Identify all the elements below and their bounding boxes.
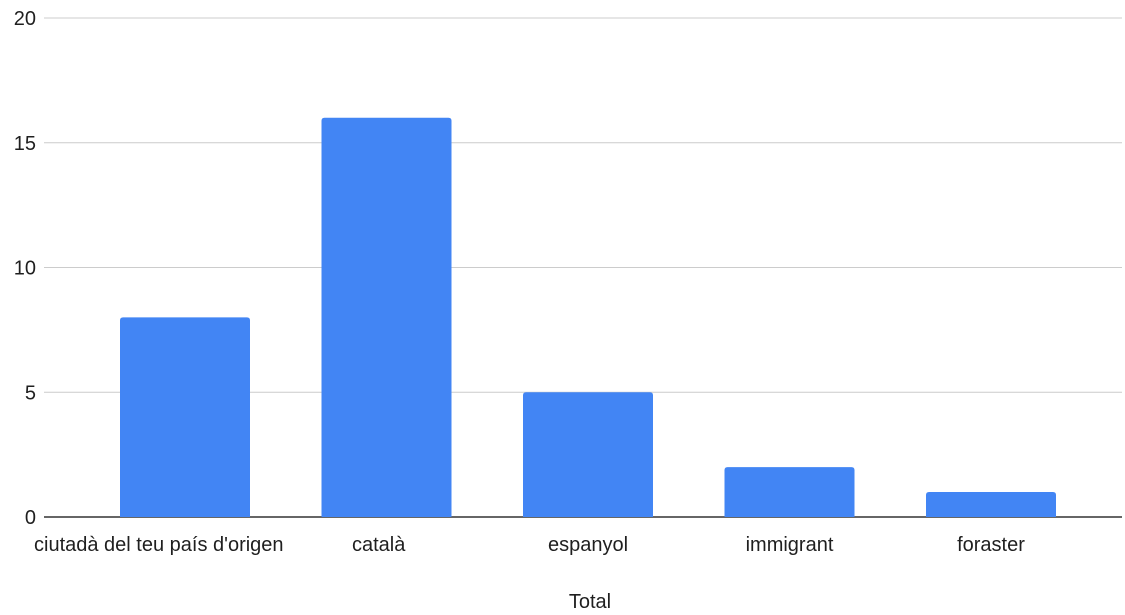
x-tick-label: foraster [957,534,1025,556]
x-tick-label: espanyol [548,534,628,556]
x-axis-labels: ciutadà del teu país d'origen català espan… [34,534,1025,556]
y-tick-label: 5 [25,382,36,404]
x-tick-label: immigrant [746,534,834,556]
x-tick-label: català [352,534,406,556]
bar [321,117,452,518]
y-tick-label: 20 [14,8,36,30]
bar [926,492,1056,517]
y-tick-label: 0 [25,507,36,529]
x-axis-title: Total [569,591,611,613]
y-tick-label: 10 [14,258,36,280]
y-axis-ticks: 0 5 10 15 20 [14,8,36,529]
x-tick-label: ciutadà del teu país d'origen [34,534,284,556]
bar [523,392,653,517]
bar [120,317,250,517]
bar [724,467,855,517]
y-tick-label: 15 [14,133,36,155]
bars [120,117,1056,518]
